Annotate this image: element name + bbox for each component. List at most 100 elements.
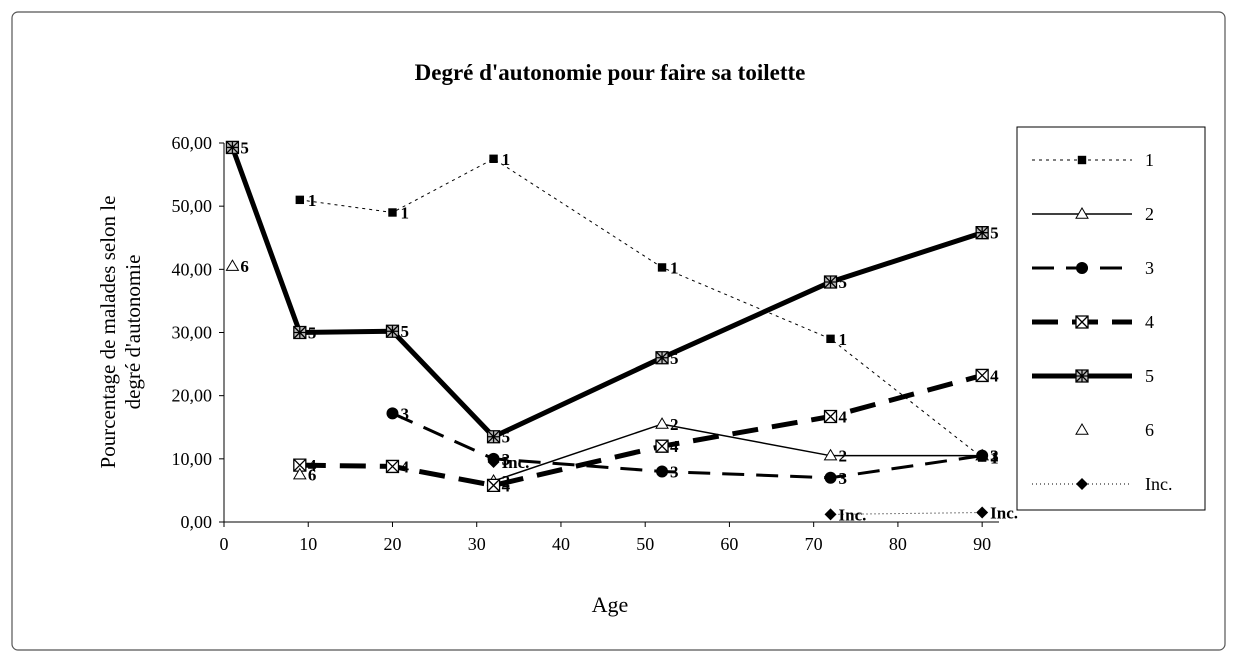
legend-label: 2 xyxy=(1145,204,1154,224)
marker xyxy=(656,465,669,478)
data-label: 4 xyxy=(839,408,848,427)
legend-label: Inc. xyxy=(1145,474,1172,494)
marker xyxy=(655,417,669,429)
y-tick-label: 20,00 xyxy=(172,386,213,406)
data-label: 1 xyxy=(400,203,409,222)
marker xyxy=(975,368,989,383)
data-label: Inc. xyxy=(839,505,867,524)
marker xyxy=(295,195,305,205)
legend-label: 5 xyxy=(1145,366,1154,386)
data-label: Inc. xyxy=(502,453,530,472)
data-label: 3 xyxy=(670,462,679,481)
marker xyxy=(225,259,240,271)
x-tick-label: 80 xyxy=(889,534,907,554)
legend-marker xyxy=(1075,207,1089,219)
data-label: 4 xyxy=(502,476,511,495)
marker xyxy=(225,140,240,155)
data-label: Inc. xyxy=(990,504,1018,523)
data-label: 1 xyxy=(670,258,679,277)
data-label: 6 xyxy=(240,257,249,276)
marker xyxy=(824,471,837,484)
marker xyxy=(385,459,400,474)
marker xyxy=(657,263,667,272)
marker xyxy=(655,439,669,453)
marker xyxy=(655,351,669,365)
legend-label: 4 xyxy=(1145,312,1154,332)
data-label: 3 xyxy=(502,450,511,469)
data-label: 2 xyxy=(839,447,848,466)
x-tick-label: 40 xyxy=(552,534,570,554)
data-label: 1 xyxy=(990,449,999,468)
x-axis-label: Age xyxy=(592,592,629,617)
x-tick-label: 90 xyxy=(973,534,991,554)
marker xyxy=(823,409,838,424)
marker xyxy=(976,449,989,462)
marker xyxy=(292,467,307,480)
marker xyxy=(388,208,397,217)
x-tick-label: 10 xyxy=(299,534,317,554)
data-label: 5 xyxy=(502,428,511,447)
legend-marker xyxy=(1075,369,1089,383)
y-tick-label: 0,00 xyxy=(181,512,213,532)
data-label: 5 xyxy=(839,273,848,292)
marker xyxy=(823,275,838,289)
y-axis-label: degré d'autonomie xyxy=(121,255,145,410)
legend-marker xyxy=(1075,423,1089,435)
x-tick-label: 20 xyxy=(383,534,401,554)
data-label: 3 xyxy=(990,447,999,466)
data-label: 5 xyxy=(308,324,317,343)
legend-label: 6 xyxy=(1145,420,1154,440)
data-label: 5 xyxy=(990,224,999,243)
y-tick-label: 40,00 xyxy=(172,259,213,279)
data-label: 1 xyxy=(502,150,511,169)
marker xyxy=(824,508,837,521)
marker xyxy=(975,226,989,240)
data-label: 1 xyxy=(839,330,848,349)
data-label: 4 xyxy=(990,366,999,385)
y-tick-label: 60,00 xyxy=(172,133,213,153)
y-tick-label: 30,00 xyxy=(172,323,213,343)
marker xyxy=(486,430,501,444)
x-tick-label: 60 xyxy=(720,534,738,554)
data-label: 4 xyxy=(670,437,679,456)
legend xyxy=(1016,126,1206,511)
data-label: 1 xyxy=(308,191,317,210)
data-label: 4 xyxy=(400,457,409,476)
series-line xyxy=(493,423,983,482)
y-axis-label: Pourcentage de malades selon le xyxy=(96,196,120,469)
chart-border xyxy=(11,11,1226,651)
legend-marker xyxy=(1076,478,1088,490)
data-label: 2 xyxy=(990,447,999,466)
data-label: 5 xyxy=(670,349,679,368)
x-tick-label: 30 xyxy=(468,534,486,554)
data-label: 2 xyxy=(670,415,679,434)
legend-label: 1 xyxy=(1145,150,1154,170)
data-label: 5 xyxy=(400,322,409,341)
marker xyxy=(486,478,501,493)
legend-label: 3 xyxy=(1145,258,1154,278)
marker xyxy=(826,334,835,344)
x-tick-label: 70 xyxy=(805,534,823,554)
marker xyxy=(293,458,307,472)
series-line xyxy=(299,373,983,488)
y-tick-label: 50,00 xyxy=(172,196,213,216)
marker xyxy=(386,407,399,420)
marker xyxy=(487,455,500,468)
data-label: 3 xyxy=(839,469,848,488)
x-tick-label: 0 xyxy=(220,534,229,554)
legend-marker xyxy=(1076,262,1088,274)
y-tick-label: 10,00 xyxy=(172,449,213,469)
data-label: 6 xyxy=(308,466,317,485)
marker xyxy=(823,448,838,461)
marker xyxy=(976,506,989,519)
legend-marker xyxy=(1075,315,1089,329)
marker xyxy=(489,154,498,163)
x-tick-label: 50 xyxy=(636,534,654,554)
series-line xyxy=(299,158,983,458)
marker xyxy=(385,324,400,338)
marker xyxy=(293,325,307,340)
data-label: 4 xyxy=(308,456,317,475)
data-label: 3 xyxy=(400,404,409,423)
data-label: 5 xyxy=(240,138,249,157)
